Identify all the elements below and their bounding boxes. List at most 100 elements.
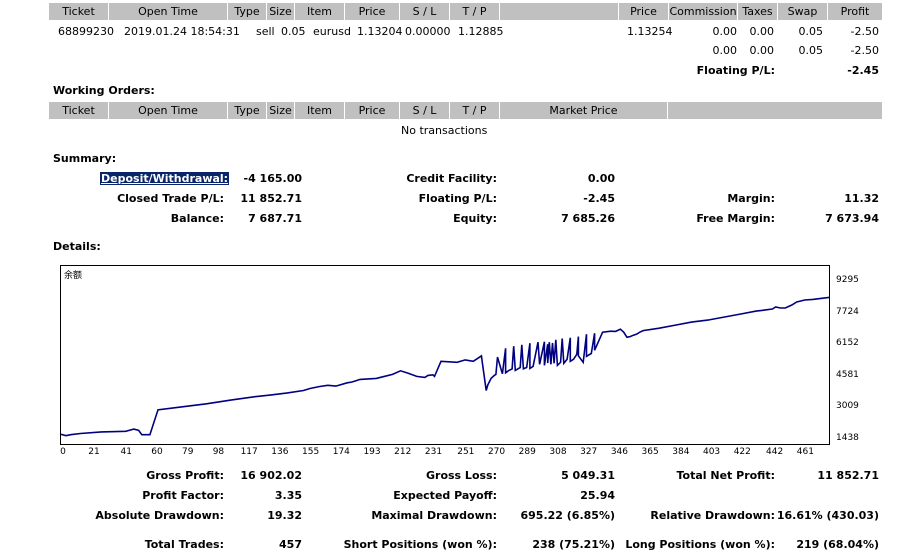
col-close-price[interactable]: Price	[619, 3, 669, 20]
x-tick-label: 365	[641, 447, 659, 457]
col-profit[interactable]: Profit	[840, 5, 870, 18]
positions-floating-value: -2.45	[847, 64, 879, 77]
short-positions-label: Short Positions (won %):	[343, 538, 497, 551]
free-margin-label: Free Margin:	[696, 212, 775, 225]
price-cell: 1.13204	[357, 25, 403, 38]
balance-line	[61, 296, 829, 437]
col-item[interactable]: Item	[295, 3, 345, 20]
wo-col-sl[interactable]: S / L	[400, 102, 450, 119]
wo-col-type[interactable]: Type	[228, 102, 267, 119]
profit-factor-value: 3.35	[274, 489, 302, 502]
x-tick-label: 327	[580, 447, 598, 457]
x-tick-label: 461	[796, 447, 814, 457]
item-cell: eurusd	[313, 25, 351, 38]
col-commission[interactable]: Commission	[669, 3, 738, 20]
chart-legend: 余额	[64, 271, 83, 281]
chart-plot	[61, 296, 829, 437]
max-drawdown-value: 695.22 (6.85%)	[520, 509, 616, 522]
equity-value: 7 685.26	[561, 212, 615, 225]
x-tick-label: 346	[610, 447, 629, 457]
x-tick-label: 212	[394, 447, 412, 457]
credit-label: Credit Facility:	[406, 172, 497, 185]
y-tick-label: 9295	[836, 275, 859, 285]
deposit-value: -4 165.00	[243, 172, 303, 185]
y-tick-label: 6152	[836, 338, 859, 349]
credit-value: 0.00	[587, 172, 615, 185]
close-price-cell: 1.13254	[627, 25, 673, 38]
closed-pl-value: 11 852.71	[240, 192, 302, 205]
y-tick-label: 4581	[836, 369, 859, 380]
balance-chart: 余额	[60, 265, 830, 445]
col-price[interactable]: Price	[345, 3, 400, 20]
x-tick-label: 270	[487, 447, 506, 457]
x-tick-label: 193	[363, 447, 381, 457]
abs-drawdown-value: 19.32	[267, 509, 302, 522]
tp-cell: 1.12885	[458, 25, 504, 38]
margin-value: 11.32	[844, 192, 879, 205]
wo-col-open-time[interactable]: Open Time	[109, 102, 228, 119]
gross-loss-value: 5 049.31	[561, 469, 615, 482]
x-tick-label: 155	[302, 447, 320, 457]
summary-floating-label: Floating P/L:	[418, 192, 497, 205]
equity-label: Equity:	[453, 212, 497, 225]
subtotal-taxes: 0.00	[749, 44, 775, 57]
long-positions-value: 219 (68.04%)	[796, 538, 879, 551]
total-net-label: Total Net Profit:	[676, 469, 776, 482]
col-tp[interactable]: T / P	[450, 3, 500, 20]
expected-payoff-label: Expected Payoff:	[393, 489, 497, 502]
x-tick-label: 422	[733, 447, 751, 457]
working-orders-title: Working Orders:	[53, 84, 155, 97]
total-net-value: 11 852.71	[817, 469, 879, 482]
x-tick-label: 0	[60, 447, 66, 457]
ticket-cell: 68899230	[58, 25, 114, 38]
total-trades-label: Total Trades:	[144, 538, 224, 551]
x-tick-label: 60	[151, 447, 163, 457]
deposit-label[interactable]: Deposit/Withdrawal:	[100, 172, 230, 185]
positions-floating-label: Floating P/L:	[696, 64, 775, 77]
working-orders-header: Ticket Open Time Type Size Item Price S …	[49, 102, 882, 119]
col-ticket[interactable]: Ticket	[49, 3, 109, 20]
x-tick-label: 41	[120, 447, 132, 457]
no-transactions-text: No transactions	[401, 124, 488, 137]
x-tick-label: 231	[424, 447, 443, 457]
balance-label: Balance:	[170, 212, 224, 225]
deposit-label-text: Deposit/Withdrawal:	[100, 172, 230, 185]
col-taxes[interactable]: Taxes	[738, 3, 778, 20]
col-sl[interactable]: S / L	[400, 3, 450, 20]
details-title: Details:	[53, 240, 101, 253]
margin-label: Margin:	[727, 192, 775, 205]
x-tick-label: 384	[672, 447, 690, 457]
gross-loss-label: Gross Loss:	[426, 469, 497, 482]
profit-factor-label: Profit Factor:	[142, 489, 224, 502]
x-tick-label: 98	[212, 447, 225, 457]
rel-drawdown-value: 16.61% (430.03)	[776, 509, 879, 522]
summary-title: Summary:	[53, 152, 117, 165]
open-time-cell: 2019.01.24 18:54:31	[124, 25, 240, 38]
wo-col-blank	[668, 102, 882, 119]
col-size[interactable]: Size	[267, 3, 295, 20]
balance-value: 7 687.71	[248, 212, 302, 225]
wo-col-tp[interactable]: T / P	[450, 102, 500, 119]
x-tick-label: 442	[766, 447, 784, 457]
wo-col-size[interactable]: Size	[267, 102, 295, 119]
subtotal-swap: 0.05	[798, 44, 824, 57]
total-trades-value: 457	[279, 538, 302, 551]
x-tick-label: 289	[518, 447, 536, 457]
long-positions-label: Long Positions (won %):	[625, 538, 775, 551]
wo-col-price[interactable]: Price	[345, 102, 400, 119]
col-open-time[interactable]: Open Time	[109, 3, 228, 20]
closed-pl-label: Closed Trade P/L:	[117, 192, 224, 205]
x-tick-label: 308	[549, 447, 567, 457]
gross-profit-value: 16 902.02	[240, 469, 302, 482]
wo-col-item[interactable]: Item	[295, 102, 345, 119]
col-type[interactable]: Type	[228, 3, 267, 20]
sl-cell: 0.00000	[405, 25, 451, 38]
wo-col-ticket[interactable]: Ticket	[49, 102, 109, 119]
x-tick-label: 251	[457, 447, 475, 457]
col-swap[interactable]: Swap	[778, 3, 828, 20]
wo-col-market-price[interactable]: Market Price	[500, 102, 668, 119]
gross-profit-label: Gross Profit:	[146, 469, 224, 482]
x-tick-label: 403	[702, 447, 721, 457]
free-margin-value: 7 673.94	[825, 212, 879, 225]
abs-drawdown-label: Absolute Drawdown:	[95, 509, 224, 522]
